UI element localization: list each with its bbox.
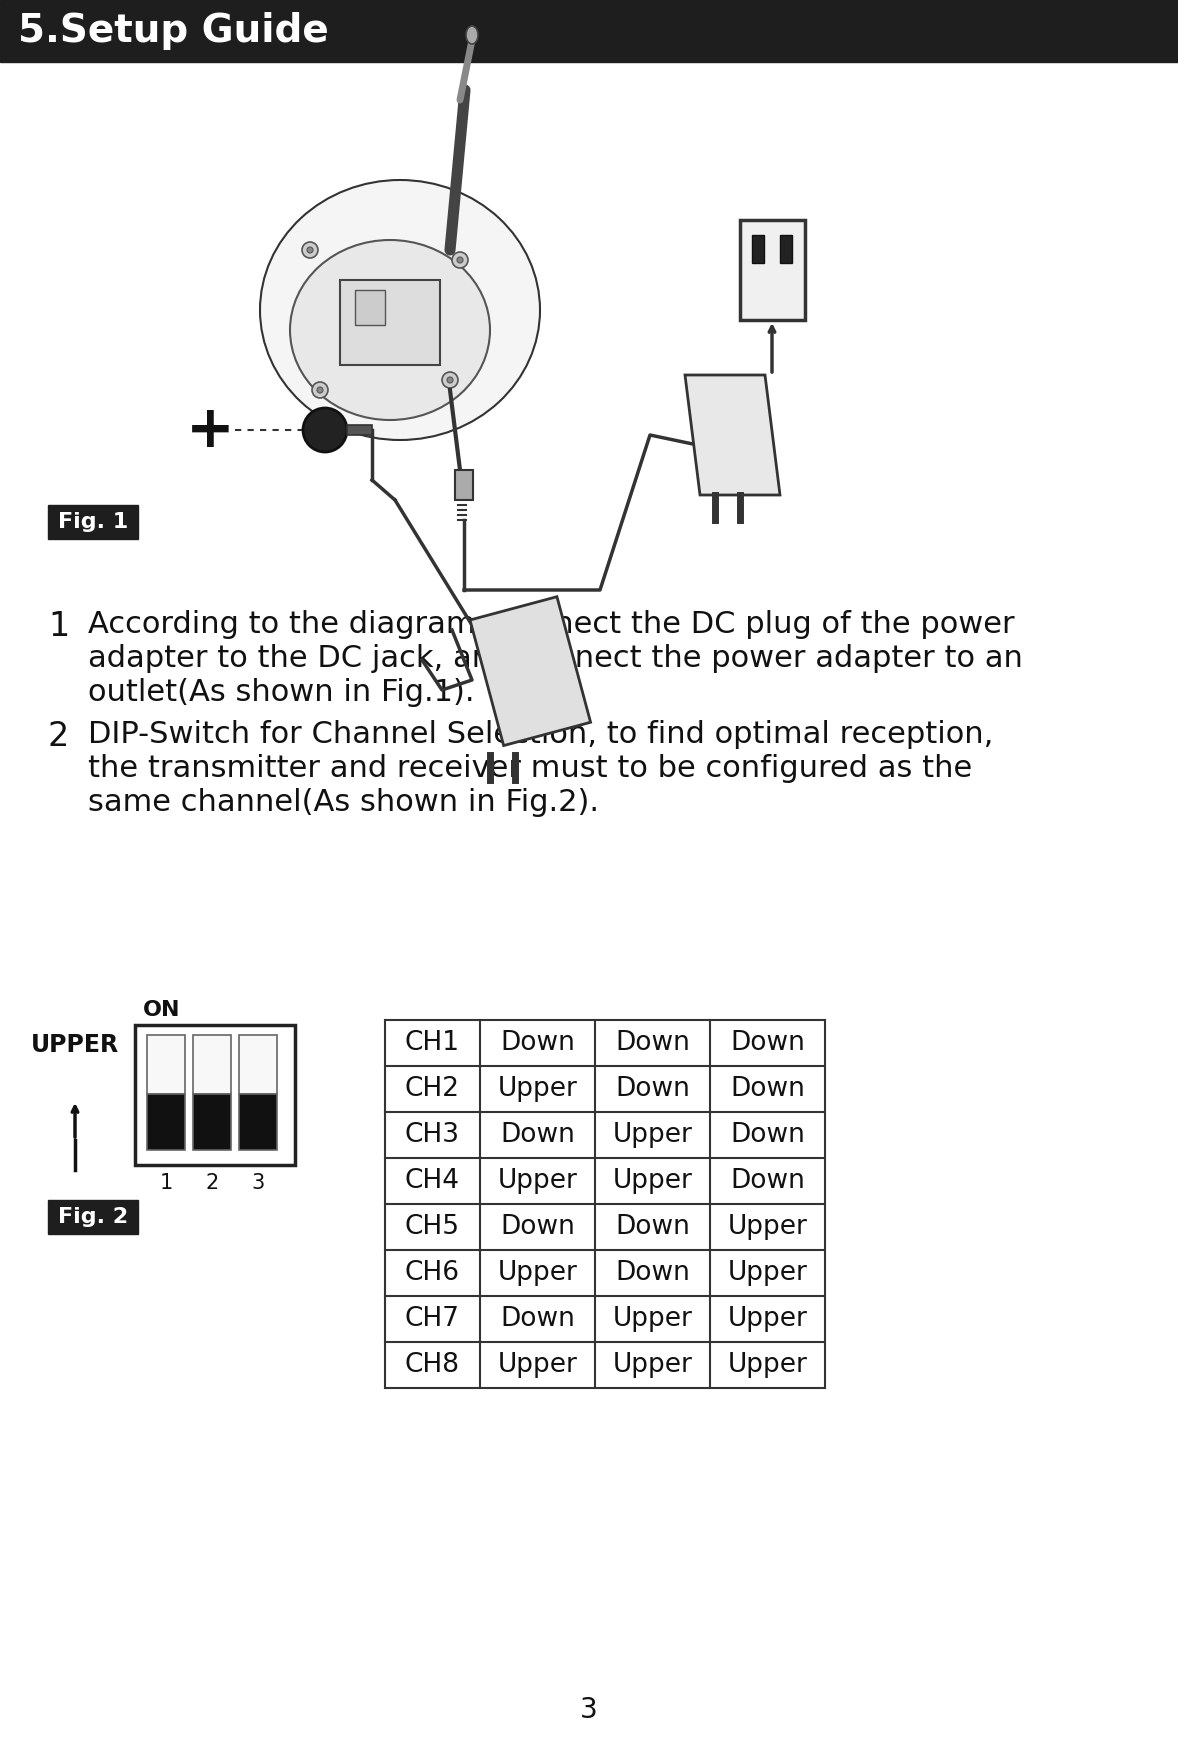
Text: Upper: Upper bbox=[728, 1306, 807, 1332]
Text: 5.Setup Guide: 5.Setup Guide bbox=[18, 12, 329, 51]
Text: 2: 2 bbox=[205, 1173, 219, 1194]
Circle shape bbox=[317, 387, 323, 393]
Text: Down: Down bbox=[615, 1260, 690, 1287]
Text: Down: Down bbox=[501, 1215, 575, 1239]
Bar bbox=[147, 1094, 185, 1150]
Text: 2: 2 bbox=[48, 720, 70, 754]
Bar bbox=[0, 0, 1178, 61]
Circle shape bbox=[457, 258, 463, 263]
Text: CH4: CH4 bbox=[405, 1167, 459, 1194]
Text: outlet(As shown in Fig.1).: outlet(As shown in Fig.1). bbox=[88, 678, 475, 706]
Text: CH8: CH8 bbox=[405, 1352, 459, 1378]
Bar bbox=[239, 1034, 277, 1094]
Text: Down: Down bbox=[615, 1031, 690, 1055]
Text: 1: 1 bbox=[48, 610, 70, 643]
Text: Upper: Upper bbox=[728, 1260, 807, 1287]
Text: CH1: CH1 bbox=[405, 1031, 459, 1055]
Text: Upper: Upper bbox=[613, 1167, 693, 1194]
Text: Upper: Upper bbox=[497, 1260, 577, 1287]
Text: Fig. 2: Fig. 2 bbox=[58, 1208, 128, 1227]
Text: Down: Down bbox=[615, 1215, 690, 1239]
Bar bbox=[355, 289, 385, 324]
Text: According to the diagram, Connect the DC plug of the power: According to the diagram, Connect the DC… bbox=[88, 610, 1014, 640]
Text: CH5: CH5 bbox=[405, 1215, 459, 1239]
Text: 3: 3 bbox=[580, 1695, 598, 1723]
Text: Upper: Upper bbox=[728, 1352, 807, 1378]
Bar bbox=[780, 235, 792, 263]
Text: +: + bbox=[186, 401, 234, 459]
Circle shape bbox=[446, 377, 454, 382]
Bar bbox=[752, 235, 765, 263]
Text: the transmitter and receiver must to be configured as the: the transmitter and receiver must to be … bbox=[88, 754, 972, 784]
Text: Down: Down bbox=[730, 1167, 805, 1194]
Text: CH6: CH6 bbox=[405, 1260, 459, 1287]
Text: CH3: CH3 bbox=[405, 1122, 459, 1148]
Text: Upper: Upper bbox=[728, 1215, 807, 1239]
Bar bbox=[48, 505, 138, 538]
Circle shape bbox=[312, 382, 327, 398]
Text: DIP-Switch for Channel Selection, to find optimal reception,: DIP-Switch for Channel Selection, to fin… bbox=[88, 720, 993, 749]
Bar bbox=[239, 1094, 277, 1150]
Bar bbox=[193, 1094, 231, 1150]
Ellipse shape bbox=[290, 240, 490, 421]
Bar bbox=[348, 424, 372, 435]
Text: same channel(As shown in Fig.2).: same channel(As shown in Fig.2). bbox=[88, 789, 598, 817]
Bar bbox=[455, 470, 474, 500]
Bar bbox=[147, 1034, 185, 1094]
Bar bbox=[340, 280, 441, 365]
Ellipse shape bbox=[466, 26, 478, 44]
Circle shape bbox=[303, 408, 348, 452]
Polygon shape bbox=[684, 375, 780, 494]
Bar bbox=[193, 1034, 231, 1094]
Text: Down: Down bbox=[730, 1031, 805, 1055]
Text: Down: Down bbox=[501, 1306, 575, 1332]
Text: 3: 3 bbox=[251, 1173, 265, 1194]
Text: UPPER: UPPER bbox=[31, 1033, 119, 1057]
Text: Upper: Upper bbox=[613, 1306, 693, 1332]
Circle shape bbox=[452, 252, 468, 268]
Text: adapter to the DC jack, and connect the power adapter to an: adapter to the DC jack, and connect the … bbox=[88, 643, 1023, 673]
Text: Fig. 1: Fig. 1 bbox=[58, 512, 128, 531]
Text: CH2: CH2 bbox=[405, 1076, 459, 1103]
Bar bbox=[740, 219, 805, 321]
Text: 1: 1 bbox=[159, 1173, 173, 1194]
Text: Down: Down bbox=[501, 1031, 575, 1055]
Bar bbox=[135, 1026, 294, 1166]
Text: Upper: Upper bbox=[497, 1076, 577, 1103]
Text: Upper: Upper bbox=[497, 1167, 577, 1194]
Circle shape bbox=[442, 372, 458, 387]
Bar bbox=[470, 596, 590, 745]
Text: CH7: CH7 bbox=[405, 1306, 459, 1332]
Bar bbox=[48, 1201, 138, 1234]
Text: Down: Down bbox=[501, 1122, 575, 1148]
Text: Upper: Upper bbox=[613, 1352, 693, 1378]
Text: Upper: Upper bbox=[613, 1122, 693, 1148]
Circle shape bbox=[302, 242, 318, 258]
Text: ON: ON bbox=[143, 999, 180, 1020]
Circle shape bbox=[307, 247, 313, 252]
Text: Down: Down bbox=[730, 1076, 805, 1103]
Text: Down: Down bbox=[730, 1122, 805, 1148]
Text: Down: Down bbox=[615, 1076, 690, 1103]
Ellipse shape bbox=[260, 181, 540, 440]
Text: Upper: Upper bbox=[497, 1352, 577, 1378]
